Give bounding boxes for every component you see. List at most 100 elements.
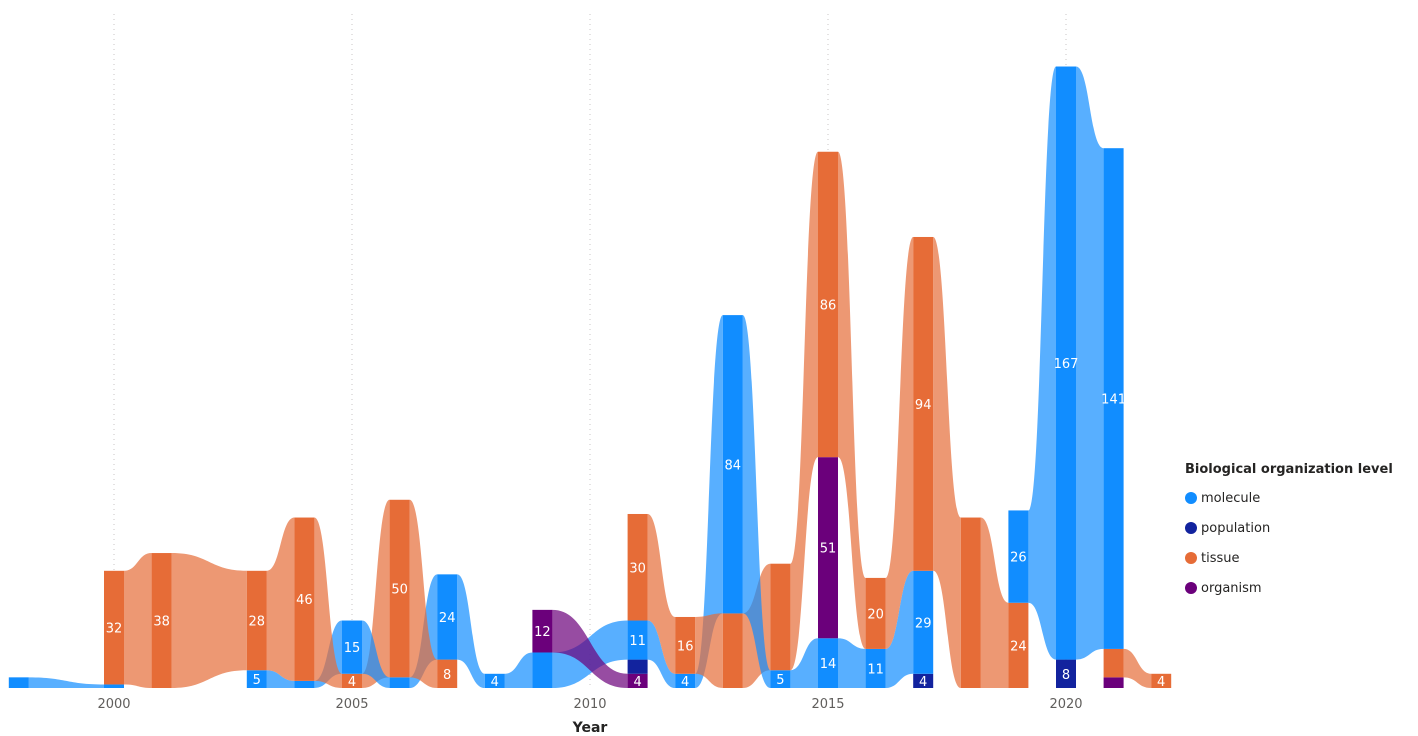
bar-segment-organism[interactable] bbox=[532, 609, 553, 653]
ribbon-tissue bbox=[790, 151, 818, 671]
bar-segment-tissue[interactable] bbox=[1151, 673, 1172, 688]
bar-segment-tissue[interactable] bbox=[389, 499, 410, 678]
bar-segment-tissue[interactable] bbox=[865, 577, 886, 649]
data-label: 84 bbox=[725, 458, 742, 473]
x-tick-label: 2015 bbox=[811, 697, 844, 712]
bar-segment-molecule[interactable] bbox=[913, 570, 934, 674]
bar-segment-molecule[interactable] bbox=[104, 684, 124, 688]
ribbon-tissue bbox=[314, 517, 342, 688]
ribbon-tissue bbox=[409, 499, 438, 688]
data-label: 32 bbox=[106, 622, 123, 637]
bar-segment-molecule[interactable] bbox=[1103, 148, 1124, 649]
data-label: 51 bbox=[820, 542, 837, 557]
legend-item-population[interactable]: population bbox=[1185, 513, 1393, 543]
data-label: 29 bbox=[915, 616, 932, 631]
bar-segment-molecule[interactable] bbox=[865, 648, 886, 688]
bar-segment-molecule[interactable] bbox=[389, 677, 410, 688]
legend-dot-icon bbox=[1185, 492, 1197, 504]
legend-item-tissue[interactable]: tissue bbox=[1185, 543, 1393, 573]
data-label: 26 bbox=[1010, 551, 1027, 566]
x-tick-label: 2020 bbox=[1049, 697, 1082, 712]
bar-segment-molecule[interactable] bbox=[294, 680, 315, 688]
data-label: 4 bbox=[1157, 675, 1165, 690]
data-label: 46 bbox=[296, 593, 313, 608]
bar-segment-population[interactable] bbox=[1056, 659, 1076, 688]
data-label: 14 bbox=[820, 657, 837, 672]
bar-segment-population[interactable] bbox=[627, 659, 648, 674]
bar-segment-molecule[interactable] bbox=[722, 315, 743, 614]
ribbon-tissue bbox=[838, 151, 866, 649]
bars bbox=[8, 66, 1172, 688]
ribbon-tissue bbox=[933, 236, 961, 688]
ribbon-molecule bbox=[1028, 66, 1056, 660]
ribbon-tissue bbox=[124, 553, 152, 688]
bar-segment-molecule[interactable] bbox=[675, 673, 696, 688]
legend-title: Biological organization level bbox=[1185, 462, 1393, 477]
bar-segment-organism[interactable] bbox=[1103, 677, 1124, 688]
bar-segment-molecule[interactable] bbox=[246, 670, 267, 688]
bar-segment-tissue[interactable] bbox=[770, 563, 791, 671]
bar-segment-tissue[interactable] bbox=[104, 570, 124, 685]
ribbon-molecule bbox=[647, 620, 676, 688]
ribbon-organism bbox=[552, 609, 628, 688]
bar-segment-tissue[interactable] bbox=[437, 659, 458, 688]
legend-label: organism bbox=[1201, 580, 1262, 596]
bar-segment-molecule[interactable] bbox=[770, 670, 791, 688]
legend-label: tissue bbox=[1201, 550, 1240, 566]
data-label: 50 bbox=[391, 583, 408, 598]
bar-segment-population[interactable] bbox=[913, 673, 934, 688]
legend: Biological organization level molecule po… bbox=[1185, 462, 1393, 603]
bar-segment-tissue[interactable] bbox=[960, 517, 981, 688]
bar-segment-molecule[interactable] bbox=[437, 574, 458, 660]
data-label: 8 bbox=[443, 668, 451, 683]
bar-segment-organism[interactable] bbox=[627, 673, 648, 688]
data-label: 11 bbox=[867, 662, 884, 677]
ribbons bbox=[28, 66, 1152, 688]
bar-segment-molecule[interactable] bbox=[532, 652, 553, 688]
ribbon-tissue bbox=[266, 517, 295, 681]
ribbon-molecule bbox=[266, 670, 295, 688]
bar-segment-tissue[interactable] bbox=[342, 673, 362, 688]
data-label: 4 bbox=[919, 675, 927, 690]
bar-segment-molecule[interactable] bbox=[8, 677, 29, 688]
bar-segment-tissue[interactable] bbox=[913, 236, 934, 571]
bar-segment-tissue[interactable] bbox=[246, 570, 267, 671]
data-label: 12 bbox=[534, 625, 551, 640]
ribbon-molecule bbox=[28, 677, 104, 688]
data-label: 4 bbox=[633, 675, 641, 690]
data-label: 86 bbox=[820, 298, 837, 313]
bar-segment-tissue[interactable] bbox=[675, 616, 696, 674]
bar-segment-tissue[interactable] bbox=[294, 517, 315, 681]
bar-segment-organism[interactable] bbox=[818, 457, 838, 639]
legend-items: molecule population tissue organism bbox=[1185, 483, 1393, 603]
data-label: 24 bbox=[439, 611, 456, 626]
bar-segment-tissue[interactable] bbox=[818, 151, 838, 458]
ribbon-tissue bbox=[980, 517, 1009, 688]
bar-segment-tissue[interactable] bbox=[1008, 602, 1029, 688]
bar-segment-tissue[interactable] bbox=[722, 613, 743, 688]
data-label: 15 bbox=[344, 641, 361, 656]
ribbon-tissue bbox=[885, 236, 914, 649]
legend-item-molecule[interactable]: molecule bbox=[1185, 483, 1393, 513]
bar-segment-molecule[interactable] bbox=[627, 620, 648, 660]
legend-label: molecule bbox=[1201, 490, 1261, 506]
bar-segment-tissue[interactable] bbox=[627, 513, 648, 621]
bar-segment-molecule[interactable] bbox=[342, 620, 362, 674]
data-label: 8 bbox=[1062, 668, 1070, 683]
data-label: 30 bbox=[629, 561, 646, 576]
bar-segment-molecule[interactable] bbox=[1008, 510, 1029, 603]
ribbon-molecule bbox=[742, 315, 771, 688]
data-label: 4 bbox=[348, 675, 356, 690]
ribbon-molecule bbox=[504, 652, 533, 688]
legend-item-organism[interactable]: organism bbox=[1185, 573, 1393, 603]
bar-segment-tissue[interactable] bbox=[151, 553, 172, 688]
bar-segment-molecule[interactable] bbox=[484, 673, 505, 688]
bar-segment-molecule[interactable] bbox=[1056, 66, 1076, 660]
data-label: 20 bbox=[867, 607, 884, 622]
ribbon-tissue bbox=[647, 513, 676, 674]
bar-segment-tissue[interactable] bbox=[1103, 648, 1124, 678]
ribbon-molecule bbox=[1076, 66, 1104, 660]
ribbon-tissue bbox=[362, 499, 390, 688]
bar-segment-molecule[interactable] bbox=[818, 638, 838, 688]
